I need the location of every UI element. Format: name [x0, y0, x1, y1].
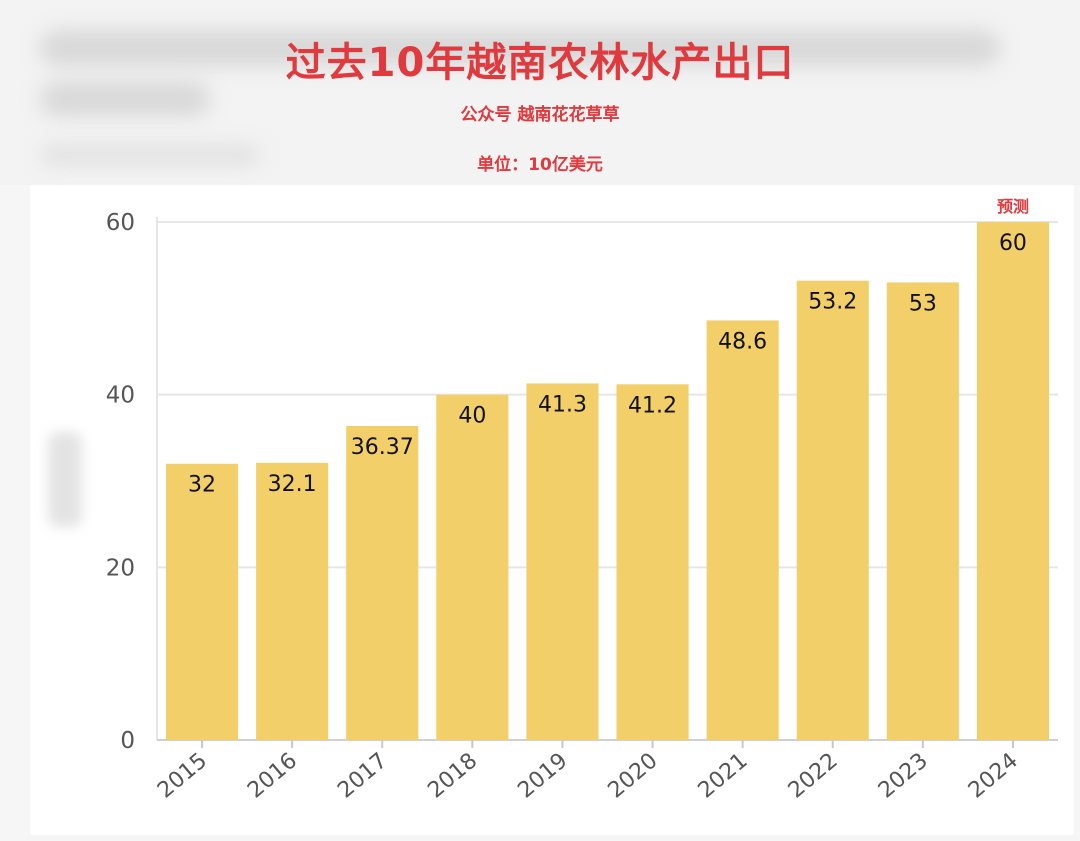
blurred-background-header	[0, 0, 1080, 185]
x-tick-label: 2018	[423, 748, 482, 803]
x-axis-ticks: 2015 2016 2017 2018 2019 2020 2021 2022 2023 2024	[153, 740, 1023, 803]
data-label: 32.1	[268, 472, 317, 497]
data-label: 41.3	[538, 392, 587, 417]
x-tick-label: 2015	[153, 748, 212, 803]
data-label: 53	[909, 291, 937, 316]
bar-2019	[526, 383, 599, 740]
x-tick-label: 2022	[784, 748, 843, 803]
chart-title: 过去10年越南农林水产出口	[285, 40, 795, 86]
x-tick-label: 2023	[874, 748, 933, 803]
data-label: 32	[188, 473, 216, 498]
blurred-text-line	[40, 82, 210, 116]
x-tick-label: 2020	[604, 748, 663, 803]
x-tick-label: 2021	[694, 748, 753, 803]
data-label: 60	[999, 231, 1027, 256]
bar-2020	[616, 384, 689, 740]
data-label: 41.2	[628, 393, 677, 418]
x-tick-label: 2017	[333, 748, 392, 803]
x-tick-label: 2019	[513, 748, 572, 803]
data-label: 40	[458, 404, 486, 429]
bars	[166, 222, 1049, 740]
x-tick-label: 2016	[243, 748, 302, 803]
bar-2022	[796, 280, 869, 740]
chart-unit: 单位：10亿美元	[477, 155, 603, 175]
y-axis-ticks: 0 20 40 60	[106, 210, 135, 754]
blurred-y-axis-label	[48, 432, 82, 527]
y-tick-label: 40	[106, 383, 135, 409]
y-tick-label: 0	[120, 728, 135, 754]
data-label: 48.6	[718, 329, 767, 354]
y-tick-label: 60	[106, 210, 135, 236]
blurred-text-line	[40, 145, 260, 165]
forecast-annotation: 预测	[997, 197, 1029, 216]
bar-2016	[256, 462, 329, 740]
x-tick-label: 2024	[964, 748, 1023, 803]
bar-2018	[436, 394, 509, 740]
bar-2023	[886, 282, 959, 740]
bar-2017	[346, 426, 419, 740]
blurred-text-line	[40, 30, 1000, 66]
bar-2024	[976, 222, 1049, 740]
data-label: 53.2	[808, 290, 857, 315]
y-tick-label: 20	[106, 555, 135, 581]
data-labels: 32 32.1 36.37 40 41.3 41.2 48.6 53.2 53 60 预测	[188, 197, 1029, 498]
bar-2015	[166, 463, 239, 740]
chart-subtitle: 公众号 越南花花草草	[460, 105, 620, 125]
data-label: 36.37	[351, 435, 414, 460]
bar-2021	[706, 320, 779, 740]
